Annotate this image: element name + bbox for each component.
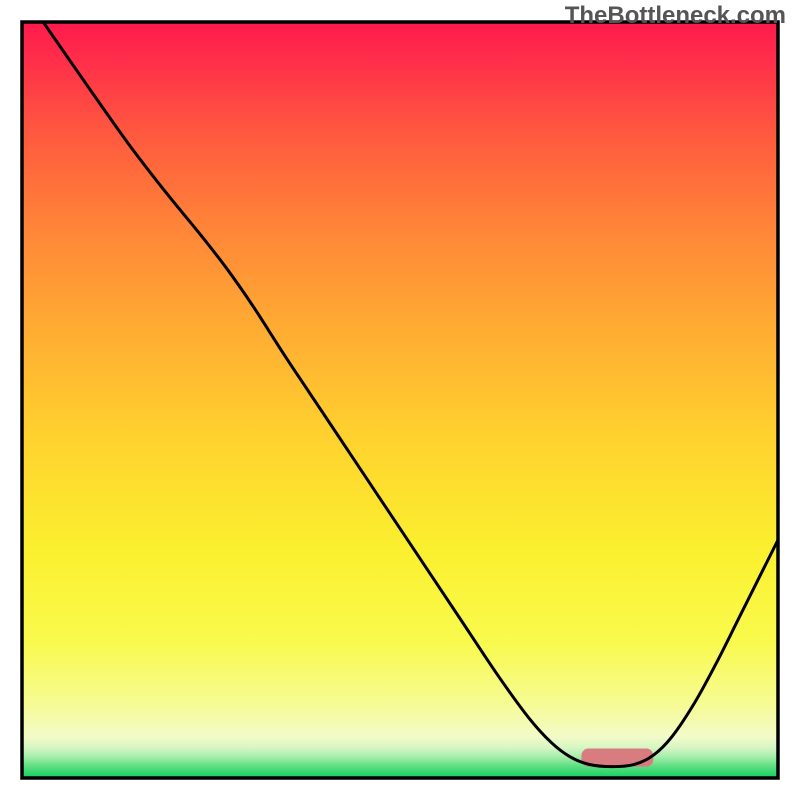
chart-svg [0, 0, 800, 800]
chart-background [22, 22, 778, 778]
bottleneck-chart: TheBottleneck.com [0, 0, 800, 800]
watermark-text: TheBottleneck.com [565, 2, 786, 30]
